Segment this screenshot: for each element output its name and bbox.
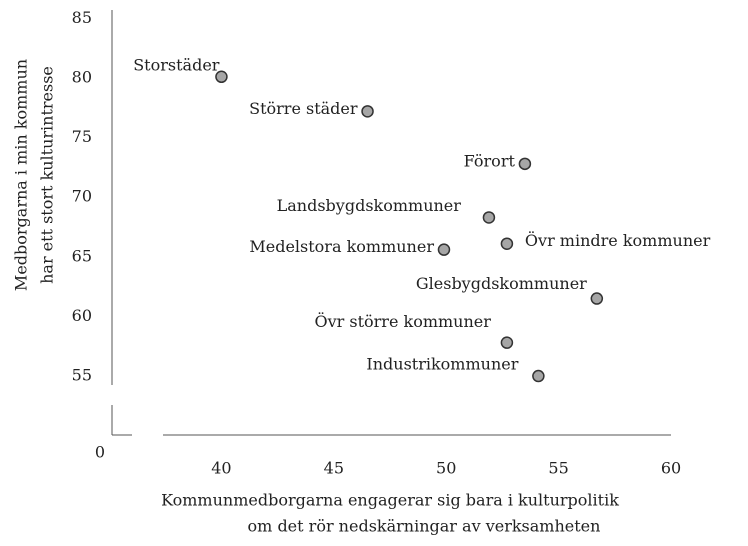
- point-label: Glesbygdskommuner: [416, 274, 587, 293]
- point: [590, 292, 604, 305]
- y-tick-label: 60: [72, 306, 92, 325]
- x-tick-label: 40: [211, 459, 231, 478]
- point-label: Större städer: [249, 99, 358, 118]
- y-axis-title: har ett stort kulturintresse: [38, 66, 57, 284]
- x-axis-title: om det rör nedskärningar av verksamheten: [248, 517, 601, 536]
- point: [482, 211, 496, 224]
- point: [518, 157, 532, 171]
- y-tick-label: 65: [72, 246, 92, 265]
- point-label: Övr större kommuner: [314, 311, 491, 331]
- point: [437, 243, 451, 256]
- point-label: Medelstora kommuner: [249, 237, 434, 256]
- point: [500, 237, 514, 250]
- point-label: Storstäder: [133, 55, 220, 74]
- x-tick-label: 45: [324, 459, 344, 478]
- x-tick-label: 50: [436, 459, 456, 478]
- x-axis-title: Kommunmedborgarna engagerar sig bara i k…: [161, 491, 619, 510]
- y-tick-label: 55: [72, 366, 92, 385]
- y-tick-label: 70: [72, 187, 92, 206]
- point-label: Övr mindre kommuner: [525, 230, 711, 250]
- x-tick-label: 60: [661, 459, 681, 478]
- point-label: Förort: [464, 151, 516, 170]
- origin-label: 0: [95, 443, 105, 462]
- x-tick-label: 55: [548, 459, 568, 478]
- point: [361, 105, 374, 118]
- y-tick-label: 80: [72, 67, 92, 86]
- y-tick-label: 85: [72, 8, 92, 27]
- y-axis-title: Medborgarna i min kommun: [12, 59, 31, 291]
- y-tick-label: 75: [72, 127, 92, 146]
- point-label: Landsbygdskommuner: [277, 196, 462, 215]
- point: [532, 369, 545, 383]
- point: [500, 336, 514, 349]
- point: [215, 70, 228, 84]
- point-label: Industrikommuner: [366, 355, 518, 374]
